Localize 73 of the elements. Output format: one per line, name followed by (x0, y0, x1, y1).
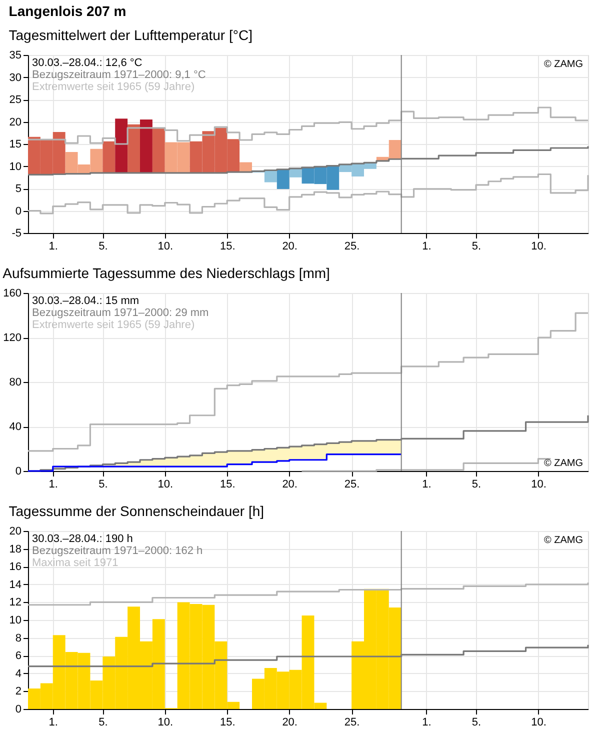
x-tick-label: 5. (98, 478, 108, 490)
y-tick-label: 18 (9, 543, 22, 556)
x-tick-label: 5. (472, 716, 482, 728)
annotation: Extremwerte seit 1965 (59 Jahre) (32, 319, 195, 331)
y-tick-label: 14 (9, 578, 22, 591)
bar (152, 128, 165, 173)
y-tick-label: 8 (15, 632, 22, 644)
x-tick-label: 1. (48, 240, 58, 252)
annotation: © ZAMG (544, 458, 584, 469)
chart-subtitle: Tagesmittelwert der Lufttemperatur [°C] (8, 27, 252, 43)
y-tick-label: 40 (9, 421, 22, 433)
x-tick-label: 15. (220, 478, 236, 490)
x-tick-label: 25. (344, 240, 360, 252)
chart-title: Tagessumme der Sonnenscheindauer [h] (8, 503, 264, 519)
x-tick-label: 10. (531, 240, 546, 252)
x-tick-label: 10. (531, 478, 546, 490)
y-tick-label: 0 (15, 704, 22, 716)
x-tick-label: 1. (48, 716, 58, 728)
x-tick-label: 1. (422, 478, 432, 490)
y-tick-label: 30 (9, 72, 22, 84)
x-tick-label: 10. (158, 478, 174, 490)
y-tick-label: 16 (9, 561, 22, 574)
y-tick-label: 10 (9, 614, 22, 626)
x-tick-label: 5. (98, 240, 108, 252)
y-tick-label: 5 (15, 183, 22, 195)
y-tick-label: -5 (12, 228, 22, 240)
annotation: © ZAMG (544, 59, 584, 70)
x-tick-label: 15. (220, 240, 236, 252)
y-tick-label: 10 (9, 160, 22, 173)
annotation: Bezugszeitraum 1971–2000: 162 h (32, 545, 203, 557)
x-tick-label: 10. (158, 716, 174, 728)
x-tick-label: 5. (472, 240, 482, 252)
y-tick-label: 25 (9, 94, 22, 106)
y-tick-label: 35 (9, 50, 22, 62)
annotation: Maxima seit 1971 (32, 557, 118, 569)
y-tick-label: 0 (15, 205, 22, 218)
annotation: Extremwerte seit 1965 (59 Jahre) (32, 81, 195, 93)
x-tick-label: 1. (422, 716, 432, 728)
y-tick-label: 120 (3, 332, 22, 344)
x-tick-label: 25. (344, 478, 360, 490)
x-tick-label: 25. (344, 716, 360, 728)
bar (115, 118, 128, 173)
x-tick-label: 10. (531, 716, 546, 728)
annotation: Bezugszeitraum 1971–2000: 29 mm (32, 307, 209, 319)
x-tick-label: 5. (98, 716, 108, 728)
chart-title: Langenlois 207 m (8, 3, 126, 19)
annotation: 30.03.–28.04.: 15 mm (32, 295, 140, 307)
y-tick-label: 4 (15, 668, 22, 680)
chart-title: Aufsummierte Tagessumme des Niederschlags [mm] (2, 265, 330, 281)
x-tick-label: 1. (48, 478, 58, 490)
x-tick-label: 20. (282, 240, 298, 252)
y-tick-label: 12 (9, 596, 22, 609)
y-tick-label: 6 (15, 650, 22, 662)
x-tick-label: 10. (158, 240, 174, 252)
bar (276, 169, 290, 189)
x-tick-label: 1. (422, 240, 432, 252)
x-tick-label: 5. (472, 478, 482, 490)
bar (102, 141, 116, 173)
x-tick-label: 15. (220, 716, 236, 728)
x-tick-label: 20. (282, 478, 298, 490)
y-tick-label: 2 (15, 686, 22, 698)
y-tick-label: 20 (9, 526, 22, 538)
y-tick-label: 80 (9, 376, 22, 388)
y-tick-label: 0 (15, 466, 22, 478)
y-tick-label: 15 (9, 138, 22, 150)
y-tick-label: 20 (9, 116, 22, 128)
annotation: 30.03.–28.04.: 190 h (32, 533, 133, 545)
annotation: © ZAMG (544, 535, 584, 546)
x-tick-label: 20. (282, 716, 298, 728)
bar (140, 120, 152, 173)
annotation: 30.03.–28.04.: 12,6 °C (32, 57, 142, 69)
annotation: Bezugszeitraum 1971–2000: 9,1 °C (32, 69, 206, 81)
y-tick-label: 160 (3, 288, 22, 300)
